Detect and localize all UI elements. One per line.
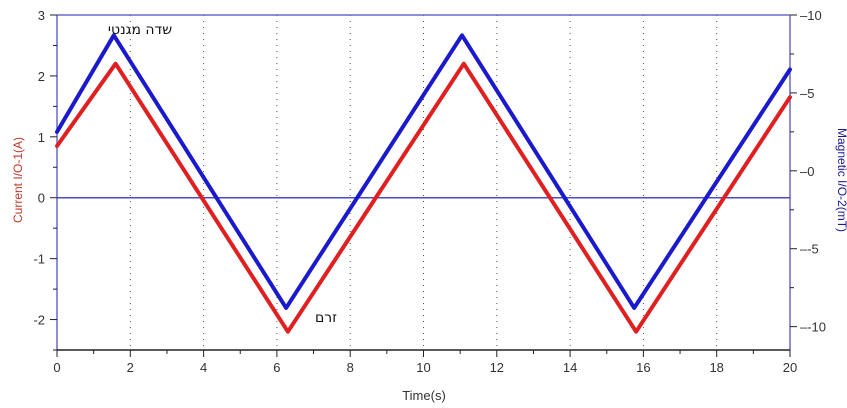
x-tick-label-2: 2	[127, 360, 134, 375]
y-left-tick-label-2: 2	[38, 69, 45, 84]
x-tick-label-10: 10	[416, 360, 430, 375]
x-axis-label: Time(s)	[402, 388, 446, 403]
y-axis-label-right: Magnetic I/O-2(mT)	[835, 128, 847, 232]
x-tick-label-12: 12	[490, 360, 504, 375]
y-axis-label-left: Current I/O-1(A)	[11, 137, 25, 223]
x-tick-label-6: 6	[273, 360, 280, 375]
current-series-line	[55, 61, 792, 334]
annotation-magnetic-field: שדה מגנטי	[108, 22, 172, 38]
y-right-tick-label--10: –-10	[800, 320, 826, 335]
y-right-tick-label-0: –0	[800, 164, 814, 179]
y-right-tick-label-10: –10	[800, 8, 822, 23]
y-right-tick-label--5: –-5	[800, 242, 819, 257]
y-right-tick-label-5: –5	[800, 86, 814, 101]
magnetic-series-line	[55, 33, 792, 310]
y-left-tick-label--1: -1	[33, 252, 45, 267]
y-left-tick-label--2: -2	[33, 313, 45, 328]
x-tick-label-8: 8	[347, 360, 354, 375]
y-left-tick-label-1: 1	[38, 130, 45, 145]
x-tick-label-0: 0	[53, 360, 60, 375]
x-tick-label-20: 20	[783, 360, 797, 375]
series-lines	[55, 33, 792, 334]
tick-marks	[50, 14, 797, 357]
x-tick-label-14: 14	[563, 360, 577, 375]
x-tick-label-16: 16	[636, 360, 650, 375]
y-left-tick-label-3: 3	[38, 8, 45, 23]
x-tick-label-4: 4	[200, 360, 207, 375]
axes	[56, 14, 791, 351]
y-left-tick-label-0: 0	[38, 191, 45, 206]
x-tick-label-18: 18	[709, 360, 723, 375]
annotation-current: זרם	[315, 310, 337, 326]
vertical-gridlines	[56, 15, 791, 350]
